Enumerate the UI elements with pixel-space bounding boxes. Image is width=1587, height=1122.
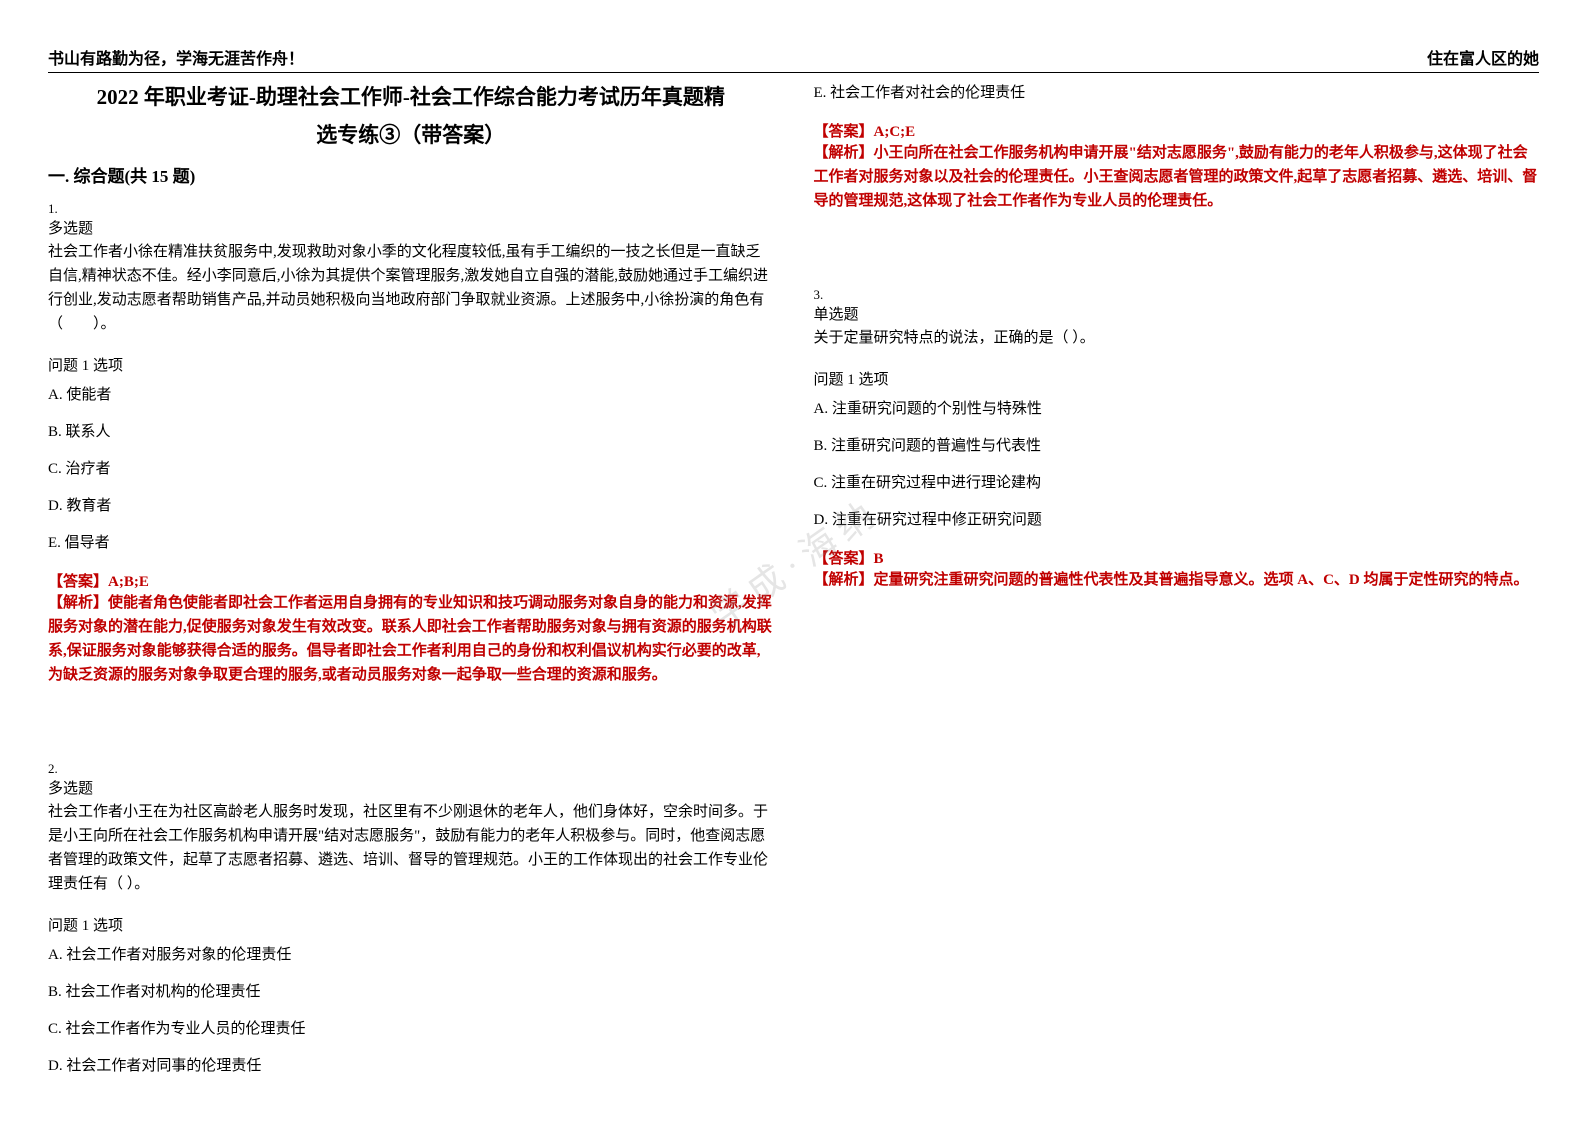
- q1-option-a: A. 使能者: [48, 383, 774, 404]
- q2-option-a: A. 社会工作者对服务对象的伦理责任: [48, 943, 774, 964]
- q2-option-b: B. 社会工作者对机构的伦理责任: [48, 980, 774, 1001]
- q3-answer-block: 【答案】B 【解析】定量研究注重研究问题的普遍性代表性及其普遍指导意义。选项 A…: [814, 547, 1540, 592]
- q1-number: 1.: [48, 201, 774, 217]
- section-heading: 一. 综合题(共 15 题): [48, 162, 774, 187]
- page-header: 书山有路勤为径，学海无涯苦作舟！ 住在富人区的她: [48, 45, 1539, 73]
- q1-option-e: E. 倡导者: [48, 531, 774, 552]
- document-title-line2: 选专练③（带答案）: [48, 119, 774, 153]
- q1-option-b: B. 联系人: [48, 420, 774, 441]
- q2-option-d: D. 社会工作者对同事的伦理责任: [48, 1054, 774, 1075]
- q3-type: 单选题: [814, 303, 1540, 324]
- q2-text: 社会工作者小王在为社区高龄老人服务时发现，社区里有不少刚退休的老年人，他们身体好…: [48, 800, 774, 896]
- header-right-text: 住在富人区的她: [1427, 45, 1539, 69]
- q3-option-c: C. 注重在研究过程中进行理论建构: [814, 471, 1540, 492]
- q3-answer: 【答案】B: [814, 547, 1540, 568]
- q1-answer: 【答案】A;B;E: [48, 570, 774, 591]
- q1-text: 社会工作者小徐在精准扶贫服务中,发现救助对象小季的文化程度较低,虽有手工编织的一…: [48, 240, 774, 336]
- q3-text: 关于定量研究特点的说法，正确的是（ ）。: [814, 326, 1540, 350]
- q3-option-label: 问题 1 选项: [814, 368, 1540, 389]
- q1-type: 多选题: [48, 217, 774, 238]
- q2-option-e: E. 社会工作者对社会的伦理责任: [814, 81, 1540, 102]
- q2-option-label: 问题 1 选项: [48, 914, 774, 935]
- q1-option-c: C. 治疗者: [48, 457, 774, 478]
- q3-option-a: A. 注重研究问题的个别性与特殊性: [814, 397, 1540, 418]
- q3-option-b: B. 注重研究问题的普遍性与代表性: [814, 434, 1540, 455]
- content-columns: 2022 年职业考证-助理社会工作师-社会工作综合能力考试历年真题精 选专练③（…: [48, 81, 1539, 1101]
- header-left-text: 书山有路勤为径，学海无涯苦作舟！: [48, 45, 304, 69]
- q2-number: 2.: [48, 761, 774, 777]
- q3-option-d: D. 注重在研究过程中修正研究问题: [814, 508, 1540, 529]
- q1-answer-block: 【答案】A;B;E 【解析】使能者角色使能者即社会工作者运用自身拥有的专业知识和…: [48, 570, 774, 687]
- document-title-line1: 2022 年职业考证-助理社会工作师-社会工作综合能力考试历年真题精: [48, 81, 774, 115]
- q2-option-c: C. 社会工作者作为专业人员的伦理责任: [48, 1017, 774, 1038]
- q1-option-d: D. 教育者: [48, 494, 774, 515]
- q2-type: 多选题: [48, 777, 774, 798]
- q1-analysis: 【解析】使能者角色使能者即社会工作者运用自身拥有的专业知识和技巧调动服务对象自身…: [48, 591, 774, 687]
- q3-analysis: 【解析】定量研究注重研究问题的普遍性代表性及其普遍指导意义。选项 A、C、D 均…: [814, 568, 1540, 592]
- spacer: [814, 213, 1540, 273]
- spacer: [48, 687, 774, 747]
- q1-option-label: 问题 1 选项: [48, 354, 774, 375]
- q2-answer: 【答案】A;C;E: [814, 120, 1540, 141]
- q2-answer-block: 【答案】A;C;E 【解析】小王向所在社会工作服务机构申请开展"结对志愿服务",…: [814, 120, 1540, 213]
- q3-number: 3.: [814, 287, 1540, 303]
- q2-analysis: 【解析】小王向所在社会工作服务机构申请开展"结对志愿服务",鼓励有能力的老年人积…: [814, 141, 1540, 213]
